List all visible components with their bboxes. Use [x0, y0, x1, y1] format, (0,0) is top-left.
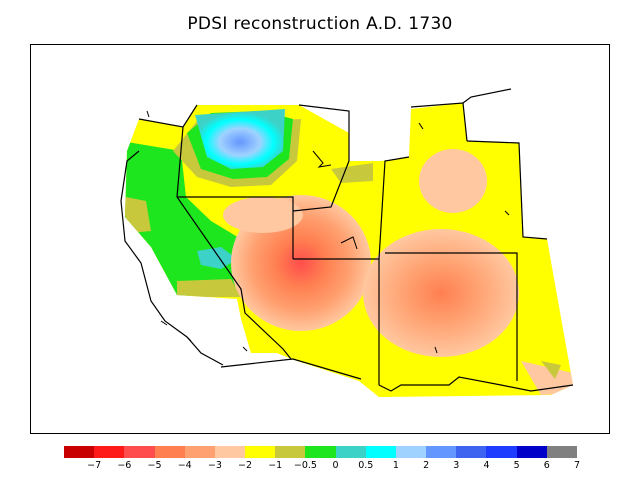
border-wy-co	[378, 156, 410, 260]
boundaries	[120, 88, 574, 392]
border-or-id-nv	[177, 196, 294, 259]
contour-dry-northeast	[419, 149, 487, 213]
colorbar-tick-label: 6	[543, 460, 550, 471]
water-features	[146, 110, 510, 354]
colorbar-swatch	[305, 446, 336, 458]
border-mexico-west	[220, 358, 362, 380]
border-sd-ne	[466, 140, 548, 240]
contour-dry-arm	[223, 197, 303, 233]
colorbar-tick-label: 0.5	[358, 460, 374, 471]
colorbar-swatch	[64, 446, 95, 458]
colorbar-labels: −7 −6 −5 −4 −3 −2 −1 −0.5 0 0.5 1 2 3 4 5 6 7	[0, 460, 640, 474]
border-co-nm-ok	[385, 252, 518, 381]
contour-olive-wy	[331, 163, 373, 183]
colorbar-tick-label: 7	[573, 460, 581, 471]
border-montana	[298, 104, 350, 161]
border-ca-nv-az	[176, 126, 292, 360]
colorbar-swatch	[184, 446, 215, 458]
contour-olive-south	[177, 279, 241, 297]
island-catalina	[186, 336, 192, 342]
colorbar-tick-label: −0.5	[293, 460, 317, 471]
island-channel	[160, 320, 168, 326]
colorbar-swatch	[365, 446, 396, 458]
lake-ne	[504, 210, 510, 216]
colorbar-tick-label: −5	[147, 460, 162, 471]
map-frame	[30, 44, 610, 434]
colorbar-swatch	[486, 446, 517, 458]
lake-nd	[418, 122, 424, 130]
salton-sea	[242, 346, 248, 352]
colorbar-swatch	[456, 446, 487, 458]
colorbar-tick-label: −2	[238, 460, 253, 471]
lake-yellowstone	[312, 150, 332, 168]
pdsi-contours	[125, 103, 573, 397]
colorbar-swatch	[124, 446, 155, 458]
colorbar-swatch	[426, 446, 457, 458]
colorbar-tick-label: −7	[87, 460, 102, 471]
lake-nm	[434, 346, 438, 354]
colorbar	[64, 446, 577, 458]
pdsi-map	[120, 88, 574, 397]
border-mexico	[378, 376, 574, 392]
contour-teal-patch	[197, 247, 237, 269]
island-nw	[146, 110, 150, 118]
colorbar-swatch	[275, 446, 306, 458]
contour-olive-se	[541, 361, 561, 379]
border-canada-east	[462, 88, 512, 104]
pacific-coastline	[120, 150, 224, 366]
map-title: PDSI reconstruction A.D. 1730	[187, 14, 453, 34]
colorbar-swatch	[245, 446, 276, 458]
great-salt-lake	[340, 236, 358, 250]
colorbar-tick-label: 0	[332, 460, 339, 471]
colorbar-tick-label: −3	[207, 460, 222, 471]
colorbar-swatch	[335, 446, 366, 458]
colorbar-swatch	[546, 446, 577, 458]
colorbar-tick-label: −6	[117, 460, 132, 471]
colorbar-tick-label: −4	[177, 460, 192, 471]
colorbar-swatch	[395, 446, 427, 458]
contour-dry-east	[363, 229, 519, 357]
colorbar-tick-label: 5	[513, 460, 520, 471]
colorbar-swatch	[214, 446, 246, 458]
colorbar-tick-label: 3	[453, 460, 460, 471]
contour-wet-blue-north	[195, 109, 285, 169]
colorbar-swatch	[154, 446, 185, 458]
colorbar-tick-label: 4	[483, 460, 490, 471]
border-id-wy	[292, 160, 350, 212]
colorbar-tick-label: 1	[392, 460, 399, 471]
colorbar-tick-label: −1	[268, 460, 283, 471]
colorbar-swatch	[94, 446, 125, 458]
colorbar-swatch	[516, 446, 547, 458]
colorbar-tick-label: 2	[423, 460, 430, 471]
